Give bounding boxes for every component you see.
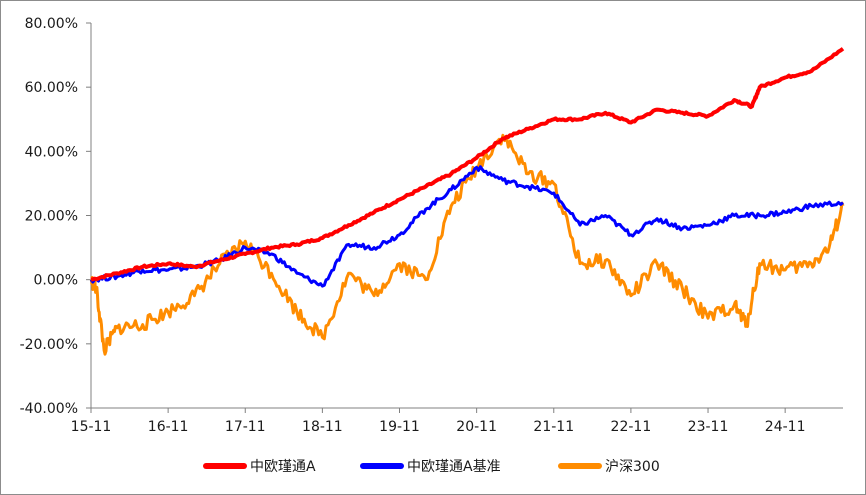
x-tick-label: 18-11 [302,419,343,435]
x-tick-label: 20-11 [456,419,497,435]
y-tick-label: 0.00% [34,273,78,289]
x-tick-label: 17-11 [225,419,266,435]
legend-label-2: 沪深300 [605,459,660,475]
y-tick-label: 80.00% [25,16,78,32]
x-tick-label: 24-11 [765,419,806,435]
x-tick-label: 22-11 [611,419,652,435]
series-layer [89,47,845,356]
y-tick-label: 60.00% [25,80,78,96]
series-line-1 [89,165,844,288]
series-line-0 [90,47,845,282]
legend-label-0: 中欧瑾通A [250,459,316,475]
y-tick-label: -40.00% [20,401,78,417]
x-tick-label: 19-11 [379,419,420,435]
x-tick-label: 16-11 [148,419,189,435]
legend-label-1: 中欧瑾通A基准 [407,458,501,475]
y-tick-label: 40.00% [25,144,78,160]
series-line-2 [89,133,845,356]
x-tick-label: 15-11 [71,419,112,435]
y-axis-ticks: 80.00% 60.00% 40.00% 20.00% 0.00% -20.00% -40.… [20,16,91,417]
x-axis-ticks: 15-11 16-11 17-11 18-11 19-11 20-11 21-11 22-11… [71,408,806,435]
y-tick-label: -20.00% [20,337,78,353]
y-tick-label: 20.00% [25,209,78,225]
legend: 中欧瑾通A 中欧瑾通A基准 沪深300 [203,458,660,475]
x-tick-label: 23-11 [688,419,729,435]
x-tick-label: 21-11 [533,419,574,435]
